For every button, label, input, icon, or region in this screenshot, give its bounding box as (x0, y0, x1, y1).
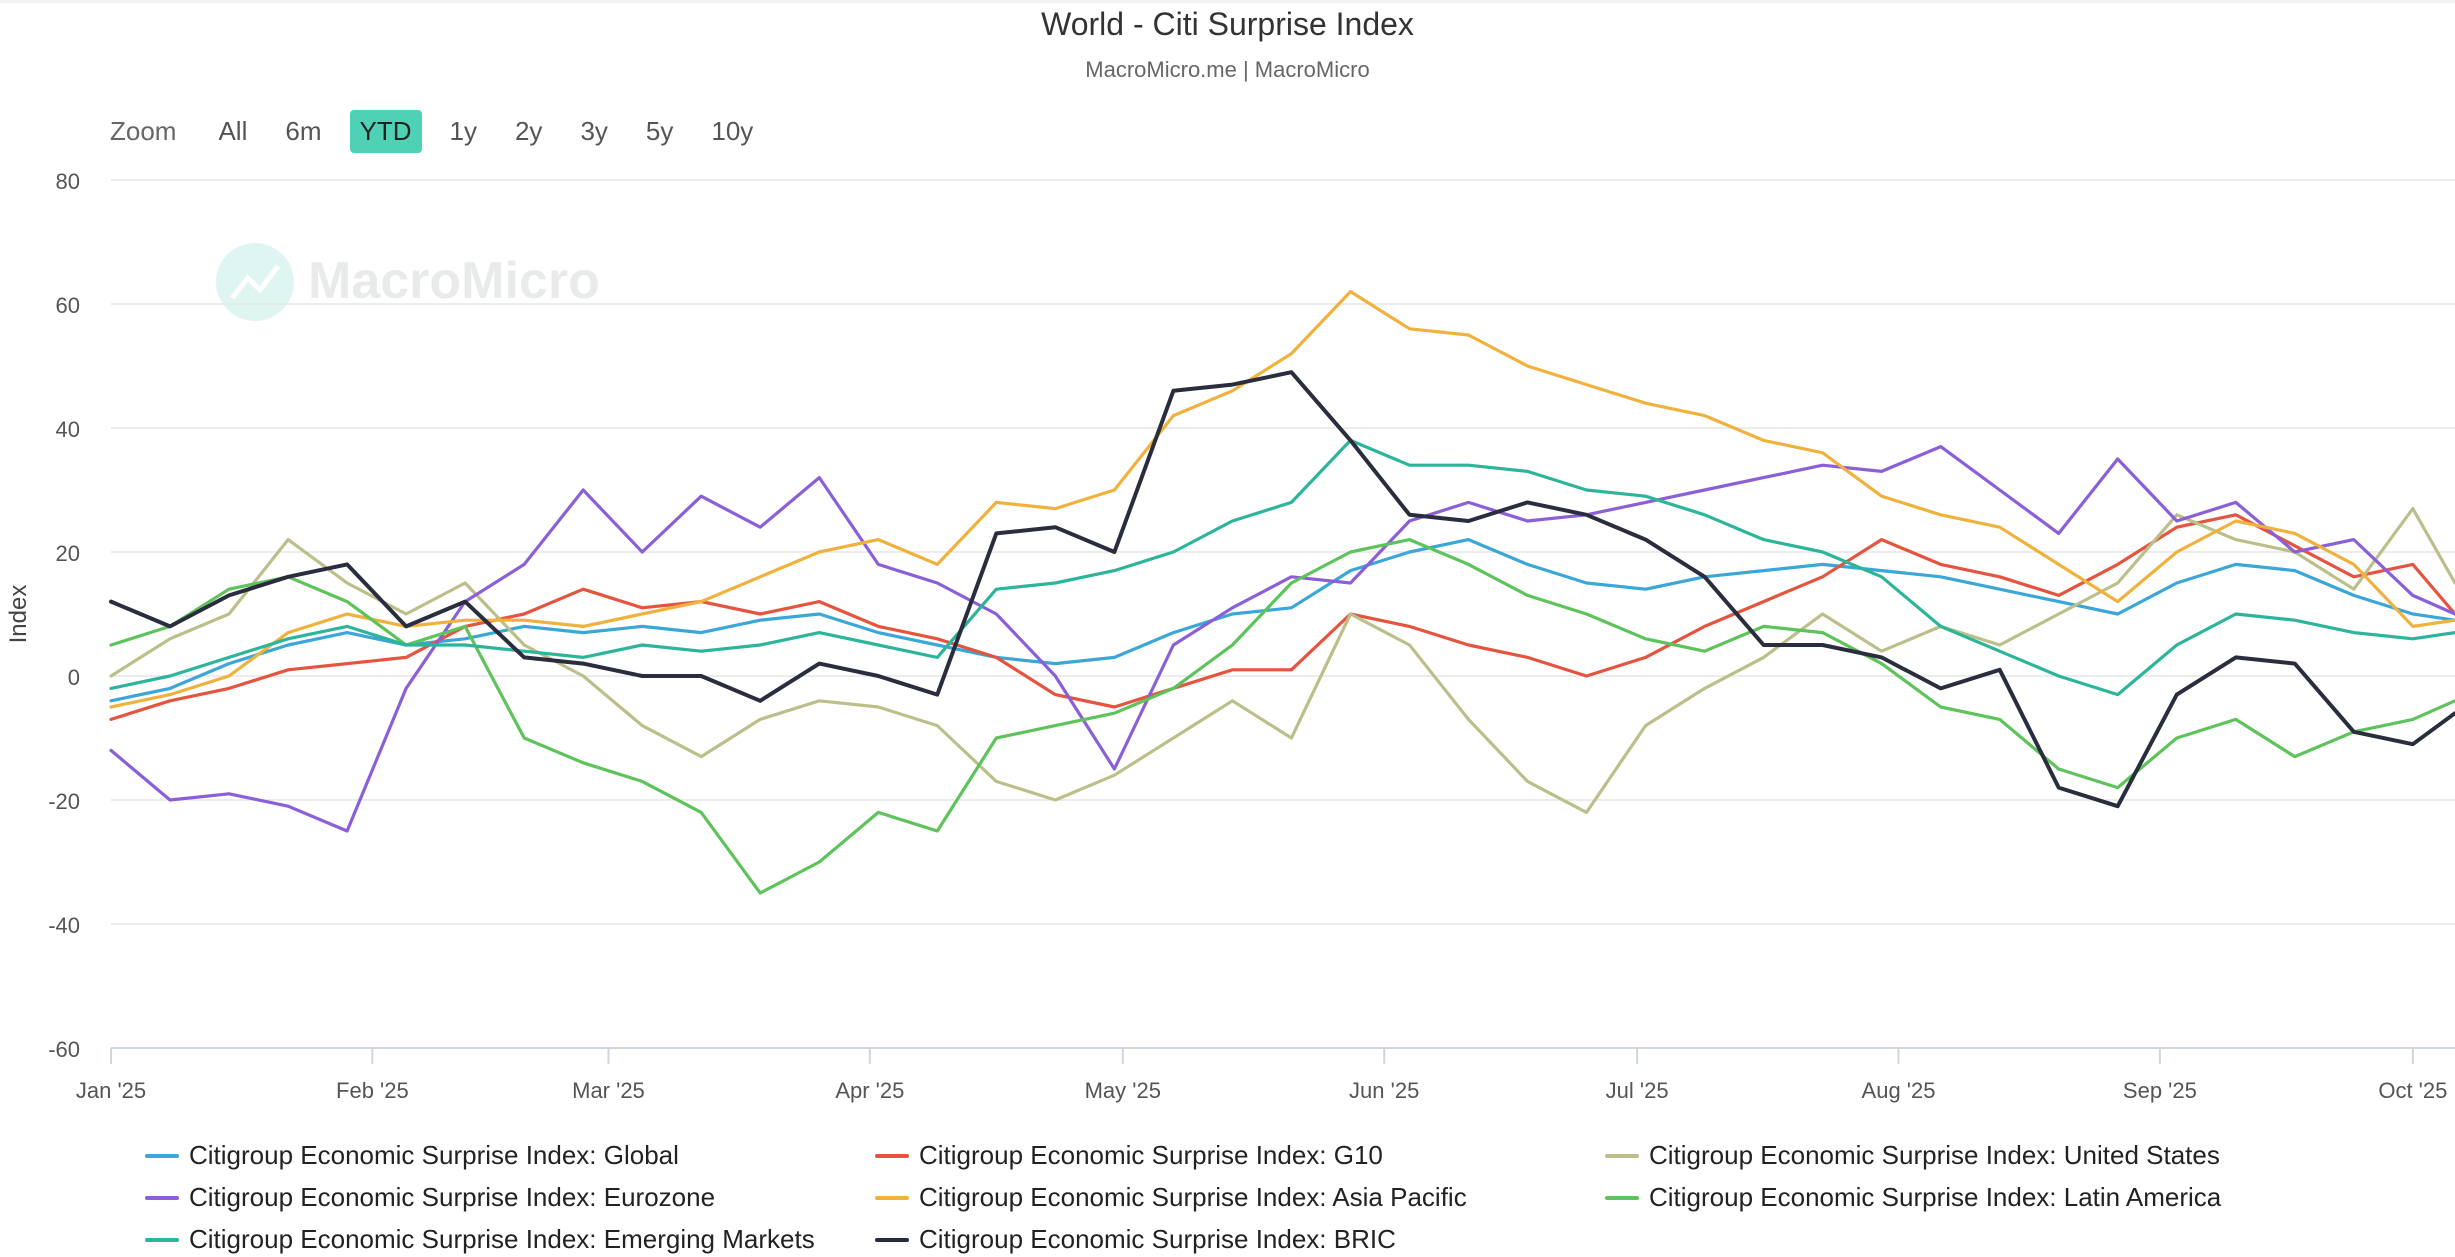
legend-swatch-icon (875, 1195, 909, 1200)
legend-swatch-icon (875, 1153, 909, 1158)
x-tick-label: Apr '25 (835, 1078, 904, 1103)
legend-swatch-icon (875, 1237, 909, 1242)
series-line-2[interactable] (109, 507, 2455, 815)
legend-item[interactable]: Citigroup Economic Surprise Index: Euroz… (145, 1182, 715, 1213)
range-selector: Zoom All 6m YTD 1y 2y 3y 5y 10y (100, 108, 781, 154)
series-line-3[interactable] (109, 445, 2455, 833)
top-border (0, 0, 2455, 3)
range-button-all[interactable]: All (218, 115, 248, 146)
y-tick-label: 80 (56, 169, 80, 194)
legend-label: Citigroup Economic Surprise Index: Asia … (919, 1182, 1467, 1212)
x-tick-label: Jul '25 (1606, 1078, 1669, 1103)
chart-title: World - Citi Surprise Index (1041, 6, 1414, 42)
x-tick-label: Aug '25 (1862, 1078, 1936, 1103)
range-button-6m[interactable]: 6m (285, 115, 322, 146)
range-button-10y[interactable]: 10y (711, 115, 754, 146)
series-line-0[interactable] (109, 537, 2455, 703)
range-zoom-label: Zoom (110, 115, 177, 146)
watermark-text: MacroMicro (308, 252, 600, 310)
legend-item[interactable]: Citigroup Economic Surprise Index: Asia … (875, 1182, 1467, 1213)
legend-label: Citigroup Economic Surprise Index: Euroz… (189, 1182, 716, 1212)
series-line-6[interactable] (109, 438, 2455, 697)
range-button-3y[interactable]: 3y (580, 115, 608, 146)
y-tick-label: -40 (48, 913, 80, 938)
range-button-1y[interactable]: 1y (449, 115, 477, 146)
legend-swatch-icon (1605, 1153, 1639, 1158)
legend-item[interactable]: Citigroup Economic Surprise Index: Unite… (1605, 1140, 2220, 1171)
range-button-5y[interactable]: 5y (645, 115, 674, 146)
legend-item[interactable]: Citigroup Economic Surprise Index: Latin… (1605, 1182, 2221, 1213)
watermark-logo-icon (216, 243, 294, 321)
legend-label: Citigroup Economic Surprise Index: Emerg… (189, 1224, 815, 1254)
x-tick-label: Jan '25 (76, 1078, 146, 1103)
legend-label: Citigroup Economic Surprise Index: G10 (919, 1140, 1383, 1170)
range-button-2y[interactable]: 2y (514, 115, 543, 146)
legend-swatch-icon (145, 1195, 179, 1200)
legend-label: Citigroup Economic Surprise Index: BRIC (919, 1224, 1396, 1254)
range-button-ytd[interactable]: YTD (349, 109, 422, 153)
chart-plot-area: MacroMicro -60 -40 -20 0 20 40 60 80 Jan '25 Feb … (5, 169, 2455, 1103)
y-axis-title: Index (5, 585, 32, 644)
series-line-4[interactable] (109, 290, 2455, 709)
chart-subtitle: MacroMicro.me | MacroMicro (1085, 57, 1370, 82)
legend-label: Citigroup Economic Surprise Index: Globa… (189, 1140, 679, 1170)
legend-item[interactable]: Citigroup Economic Surprise Index: G10 (875, 1140, 1383, 1171)
x-tick-label: Feb '25 (336, 1078, 409, 1103)
x-tick-label: Jun '25 (1349, 1078, 1419, 1103)
legend-swatch-icon (145, 1237, 179, 1242)
legend-item[interactable]: Citigroup Economic Surprise Index: BRIC (875, 1224, 1396, 1255)
x-tick-label: May '25 (1085, 1078, 1161, 1103)
legend-item[interactable]: Citigroup Economic Surprise Index: Emerg… (145, 1224, 815, 1255)
chart-legend: Citigroup Economic Surprise Index: Globa… (145, 1140, 2445, 1257)
legend-label: Citigroup Economic Surprise Index: Latin… (1649, 1182, 2222, 1212)
legend-swatch-icon (145, 1153, 179, 1158)
macromicro-watermark: MacroMicro (216, 243, 600, 321)
y-tick-label: 60 (56, 293, 80, 318)
x-tick-label: Oct '25 (2378, 1078, 2447, 1103)
x-tick-label: Sep '25 (2123, 1078, 2197, 1103)
legend-item[interactable]: Citigroup Economic Surprise Index: Globa… (145, 1140, 679, 1171)
legend-swatch-icon (1605, 1195, 1639, 1200)
series-line-7[interactable] (109, 370, 2455, 809)
y-tick-label: 40 (56, 417, 80, 442)
y-tick-label: 20 (56, 541, 80, 566)
series-line-5[interactable] (109, 537, 2455, 895)
y-tick-label: 0 (68, 665, 80, 690)
y-tick-label: -20 (48, 789, 80, 814)
x-tick-label: Mar '25 (572, 1078, 645, 1103)
legend-label: Citigroup Economic Surprise Index: Unite… (1649, 1140, 2220, 1170)
y-tick-label: -60 (48, 1037, 80, 1062)
series-line-1[interactable] (109, 513, 2455, 722)
watermark-logo-mark (230, 264, 280, 300)
